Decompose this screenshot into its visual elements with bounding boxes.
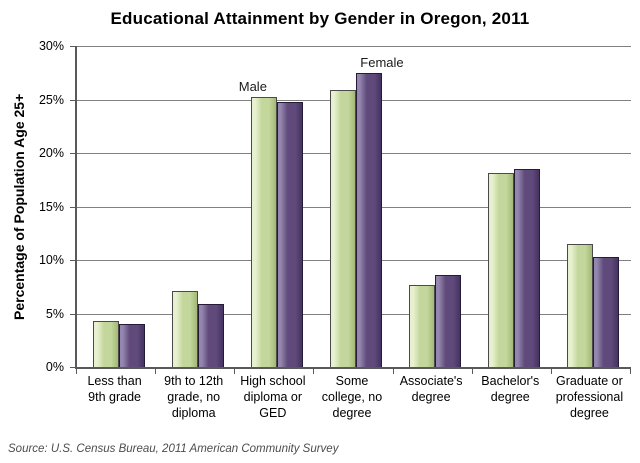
bar-female <box>355 72 382 367</box>
x-tick-label: Bachelor's degree <box>481 374 540 404</box>
bar-male <box>171 291 198 367</box>
x-tick-label: Associate's degree <box>399 374 463 404</box>
chart-title: Educational Attainment by Gender in Oreg… <box>110 9 530 28</box>
x-axis-tick-labels: Less than 9th grade 9th to 12th grade, no… <box>75 373 629 421</box>
bar-female <box>118 324 145 367</box>
series-label-female: Female <box>360 54 404 70</box>
x-axis-tick <box>313 368 315 374</box>
source-note: Source: U.S. Census Bureau, 2011 America… <box>8 443 339 455</box>
bar-female <box>197 303 224 367</box>
bar-group <box>473 46 552 367</box>
bar-male <box>92 321 119 367</box>
bar-male <box>250 97 277 367</box>
y-tick-label: 5% <box>45 306 64 321</box>
x-tick-label: Less than 9th grade <box>87 374 142 404</box>
bar-group <box>394 46 473 367</box>
x-axis-tick <box>630 368 631 374</box>
y-axis-tick <box>70 367 76 368</box>
x-axis-tick <box>155 368 157 374</box>
bars-layer: Male Female <box>77 46 631 367</box>
gridline-30 <box>77 46 631 47</box>
y-tick-label: 30% <box>38 39 64 53</box>
y-tick-label: 15% <box>38 199 64 214</box>
x-tick-label: 9th to 12th grade, no diploma <box>164 374 224 420</box>
y-axis-tick <box>70 206 76 208</box>
bar-male <box>488 173 515 367</box>
x-axis-tick <box>392 368 394 374</box>
y-tick-label: 20% <box>38 146 64 160</box>
bar-male <box>567 243 594 367</box>
bar-female <box>514 169 541 367</box>
y-tick-label: 0% <box>45 360 64 374</box>
y-axis-tick <box>70 260 76 262</box>
y-axis-tick-labels: 0% 5% 10% 15% 20% 25% 30% <box>0 39 64 374</box>
bar-female <box>276 101 303 367</box>
bar-group: Female <box>314 46 404 367</box>
bar-female <box>593 256 620 367</box>
bar-male <box>329 89 356 367</box>
x-tick-label: Some college, no degree <box>321 374 383 420</box>
x-axis-tick <box>550 368 552 374</box>
bar-group <box>552 46 631 367</box>
x-axis-tick <box>234 368 236 374</box>
y-axis-tick <box>70 313 76 315</box>
y-axis-tick <box>70 46 76 47</box>
series-label-male: Male <box>238 79 267 95</box>
x-axis-tick <box>471 368 473 374</box>
y-axis-tick <box>70 153 76 155</box>
bar-group <box>77 46 156 367</box>
x-tick-label: High school diploma or GED <box>240 374 306 420</box>
plot-area: Male Female <box>70 46 631 374</box>
y-tick-label: 25% <box>38 92 64 107</box>
y-axis-tick <box>70 99 76 101</box>
bar-group <box>156 46 235 367</box>
bar-male <box>409 284 436 367</box>
bar-group: Male <box>235 46 314 367</box>
y-tick-label: 10% <box>38 253 64 267</box>
bar-female <box>435 274 462 367</box>
x-axis-tick <box>76 368 77 374</box>
x-tick-label: Graduate or professional degree <box>555 374 624 420</box>
